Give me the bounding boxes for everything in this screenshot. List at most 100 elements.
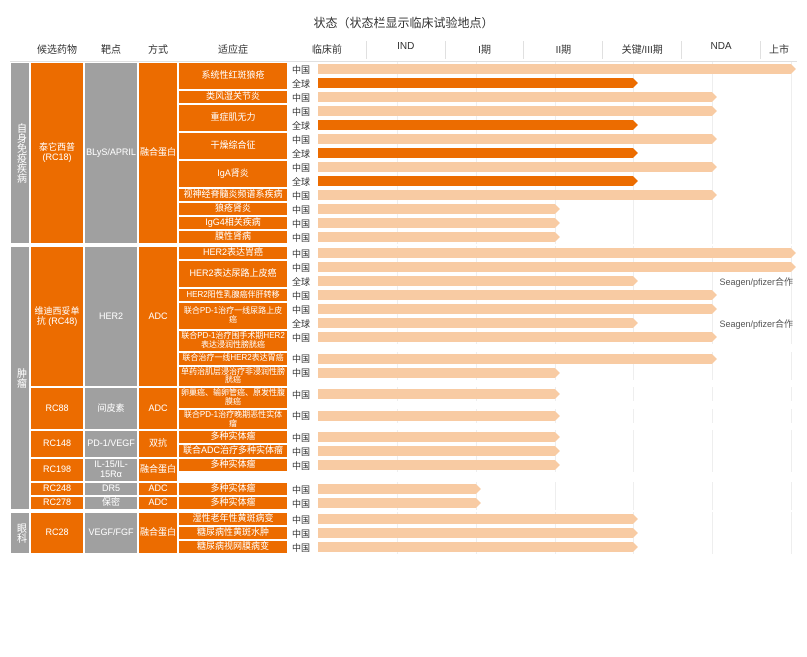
target-cell: HER2 bbox=[84, 246, 138, 387]
region-label: 中国 bbox=[288, 63, 318, 76]
bars-cell: 中国 bbox=[288, 512, 797, 526]
progress-bar bbox=[318, 411, 555, 421]
bars-cell: 中国 bbox=[288, 409, 797, 423]
bars-cell: 中国 bbox=[288, 526, 797, 540]
method-cell: ADC bbox=[138, 246, 178, 387]
progress-bar bbox=[318, 498, 476, 508]
drug-cell: RC248 bbox=[30, 482, 84, 496]
bars-cell: 中国 bbox=[288, 90, 797, 104]
progress-bar bbox=[318, 78, 633, 88]
method-cell: 双抗 bbox=[138, 430, 178, 458]
region-label: 中国 bbox=[288, 303, 318, 316]
indication-cell: 联合PD-1治疗围手术期HER2表达浸润性膀胱癌 bbox=[178, 330, 288, 352]
region-label: 中国 bbox=[288, 331, 318, 344]
bar-note: Seagen/pfizer合作 bbox=[719, 317, 793, 330]
region-label: 全球 bbox=[288, 275, 318, 288]
bars-cell: 中国 bbox=[288, 202, 797, 216]
region-label: 中国 bbox=[288, 352, 318, 365]
bars-cell: 中国 bbox=[288, 230, 797, 244]
disease-cell: 肿瘤 bbox=[10, 246, 30, 510]
indication-cell: 干燥综合征 bbox=[178, 132, 288, 160]
method-cell: 融合蛋白 bbox=[138, 62, 178, 244]
progress-bar bbox=[318, 368, 555, 378]
progress-bar bbox=[318, 148, 633, 158]
indication-cell: 联合ADC治疗多种实体瘤 bbox=[178, 444, 288, 458]
indication-cell: 联合PD-1治疗一线尿路上皮癌 bbox=[178, 302, 288, 330]
bar-note: Seagen/pfizer合作 bbox=[719, 275, 793, 288]
region-label: 中国 bbox=[288, 497, 318, 510]
method-cell: ADC bbox=[138, 387, 178, 430]
region-label: 全球 bbox=[288, 119, 318, 132]
method-cell: 融合蛋白 bbox=[138, 458, 178, 482]
region-label: 中国 bbox=[288, 431, 318, 444]
drug-cell: 泰它西普 (RC18) bbox=[30, 62, 84, 244]
region-label: 全球 bbox=[288, 147, 318, 160]
target-cell: DR5 bbox=[84, 482, 138, 496]
disease-cell: 眼科 bbox=[10, 512, 30, 554]
indication-cell: HER2表达尿路上皮癌 bbox=[178, 260, 288, 288]
indication-cell: 糖尿病性黄斑水肿 bbox=[178, 526, 288, 540]
phase-header-col: IND bbox=[367, 41, 446, 59]
indication-cell: 湿性老年性黄斑病变 bbox=[178, 512, 288, 526]
progress-bar bbox=[318, 232, 555, 242]
drug-cell: RC28 bbox=[30, 512, 84, 554]
indication-cell: IgG4相关疾病 bbox=[178, 216, 288, 230]
indication-cell: HER2阳性乳腺癌伴肝转移 bbox=[178, 288, 288, 302]
bars-cell: 中国 bbox=[288, 288, 797, 302]
bars-cell: 中国全球 bbox=[288, 104, 797, 132]
region-label: 中国 bbox=[288, 366, 318, 379]
region-label: 中国 bbox=[288, 105, 318, 118]
progress-bar bbox=[318, 446, 555, 456]
region-label: 全球 bbox=[288, 317, 318, 330]
region-label: 中国 bbox=[288, 289, 318, 302]
progress-bar bbox=[318, 176, 633, 186]
bars-cell: 中国 bbox=[288, 188, 797, 202]
bars-cell: 中国全球 bbox=[288, 160, 797, 188]
indication-cell: 糖尿病视网膜病变 bbox=[178, 540, 288, 554]
indication-cell: IgA肾炎 bbox=[178, 160, 288, 188]
region-label: 中国 bbox=[288, 483, 318, 496]
bars-cell: 中国全球 bbox=[288, 62, 797, 90]
drug-cell: RC148 bbox=[30, 430, 84, 458]
method-cell: ADC bbox=[138, 496, 178, 510]
indication-cell: 多种实体瘤 bbox=[178, 458, 288, 472]
th-indication: 适应症 bbox=[178, 39, 288, 61]
target-cell: IL-15/IL-15Rα bbox=[84, 458, 138, 482]
indication-cell: 视神经脊髓炎频谱系疾病 bbox=[178, 188, 288, 202]
indication-cell: 重症肌无力 bbox=[178, 104, 288, 132]
progress-bar bbox=[318, 460, 555, 470]
header-row: 候选药物 靶点 方式 适应症 临床前INDI期II期关键/III期NDA上市 bbox=[10, 39, 797, 61]
region-label: 中国 bbox=[288, 133, 318, 146]
region-label: 中国 bbox=[288, 541, 318, 554]
progress-bar bbox=[318, 528, 633, 538]
region-label: 中国 bbox=[288, 217, 318, 230]
bars-cell: 中国 bbox=[288, 352, 797, 366]
target-cell: 间皮素 bbox=[84, 387, 138, 430]
bars-cell: 中国 bbox=[288, 540, 797, 554]
region-label: 中国 bbox=[288, 459, 318, 472]
progress-bar bbox=[318, 92, 712, 102]
target-cell: PD-1/VEGF bbox=[84, 430, 138, 458]
region-label: 中国 bbox=[288, 91, 318, 104]
bars-cell: 中国 bbox=[288, 458, 797, 472]
bars-cell: 中国 bbox=[288, 246, 797, 260]
target-cell: BLyS/APRIL bbox=[84, 62, 138, 244]
indication-cell: 狼疮肾炎 bbox=[178, 202, 288, 216]
method-cell: ADC bbox=[138, 482, 178, 496]
indication-cell: 联合治疗一线HER2表达胃癌 bbox=[178, 352, 288, 366]
th-drug: 候选药物 bbox=[30, 39, 84, 61]
bars-cell: 中国 bbox=[288, 444, 797, 458]
region-label: 中国 bbox=[288, 409, 318, 422]
phase-header-col: 上市 bbox=[761, 41, 797, 59]
indication-cell: 多种实体瘤 bbox=[178, 482, 288, 496]
progress-bar bbox=[318, 120, 633, 130]
progress-bar bbox=[318, 134, 712, 144]
drug-cell: 维迪西妥单抗 (RC48) bbox=[30, 246, 84, 387]
region-label: 全球 bbox=[288, 77, 318, 90]
bars-cell: 中国 bbox=[288, 496, 797, 510]
phase-header-col: I期 bbox=[446, 41, 525, 59]
bars-cell: 中国 bbox=[288, 216, 797, 230]
progress-bar bbox=[318, 318, 633, 328]
region-label: 中国 bbox=[288, 247, 318, 260]
progress-bar bbox=[318, 262, 791, 272]
